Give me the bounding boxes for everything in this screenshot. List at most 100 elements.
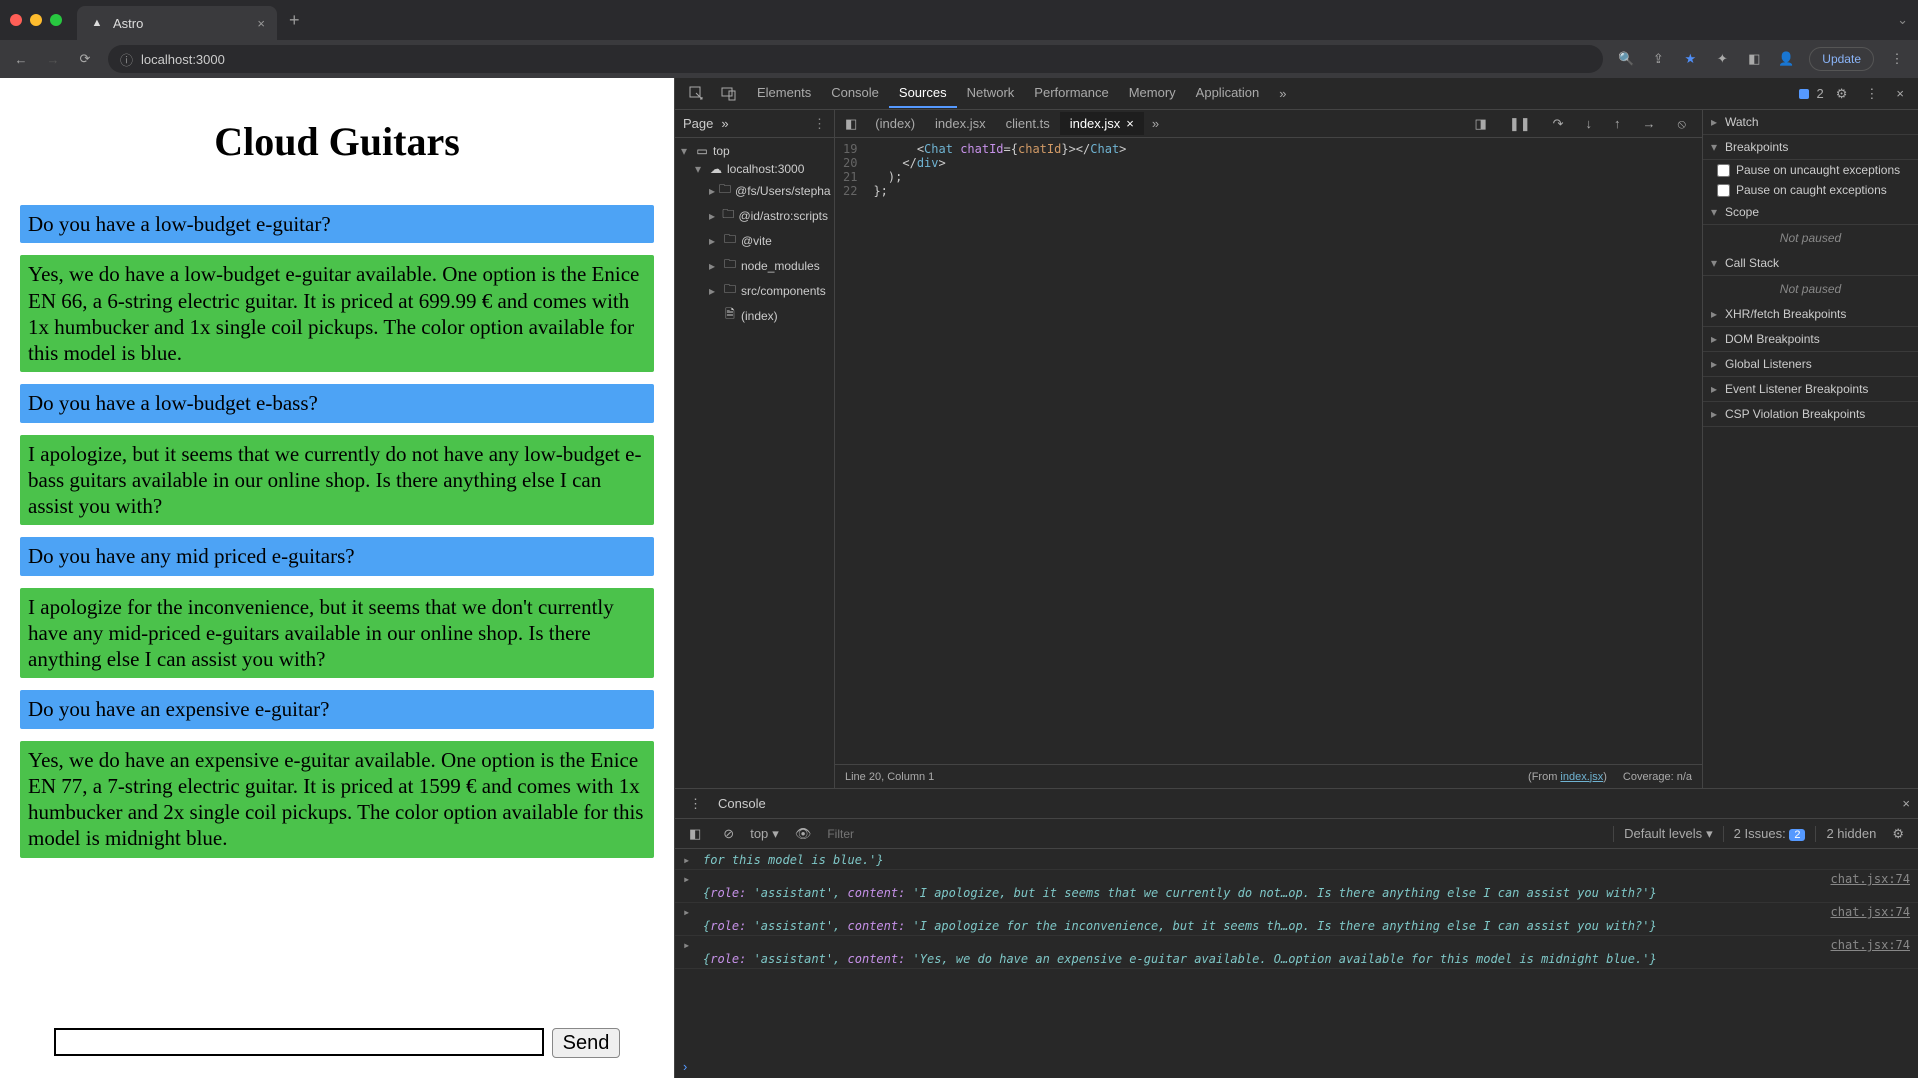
event-listener-breakpoints-pane[interactable]: ▸Event Listener Breakpoints	[1703, 377, 1918, 402]
console-menu-icon[interactable]: ⋮	[683, 792, 708, 816]
more-tabs-icon[interactable]: »	[1273, 82, 1292, 105]
context-selector[interactable]: top▾	[750, 826, 779, 842]
sidepanel-icon[interactable]: ◧	[1745, 51, 1763, 67]
expand-icon[interactable]: ▸	[683, 938, 695, 966]
deactivate-breakpoints-icon[interactable]: ⦸	[1672, 112, 1692, 136]
expand-icon[interactable]: ▸	[683, 905, 695, 933]
devtools-menu-icon[interactable]: ⋮	[1859, 82, 1884, 106]
navigator-menu-icon[interactable]: ⋮	[813, 116, 826, 132]
extensions-icon[interactable]: ✦	[1713, 51, 1731, 67]
tree-host[interactable]: ▾☁localhost:3000	[675, 160, 834, 178]
tree-folder[interactable]: ▸🗀node_modules	[675, 253, 834, 278]
console-filter-input[interactable]	[827, 827, 1603, 841]
editor-more-tabs-icon[interactable]: »	[1146, 112, 1165, 135]
editor-status-bar: Line 20, Column 1 (From index.jsx) Cover…	[835, 764, 1702, 788]
page-tab[interactable]: Page	[683, 116, 713, 131]
maximize-window-button[interactable]	[50, 14, 62, 26]
devtools-tab-console[interactable]: Console	[821, 79, 889, 108]
editor-tab[interactable]: index.jsx	[925, 112, 996, 135]
dom-breakpoints-pane[interactable]: ▸DOM Breakpoints	[1703, 327, 1918, 352]
forward-button[interactable]: →	[44, 52, 62, 67]
editor-tab[interactable]: (index)	[865, 112, 925, 135]
devtools-close-icon[interactable]: ×	[1890, 82, 1910, 105]
console-settings-icon[interactable]: ⚙	[1886, 822, 1910, 846]
pause-uncaught-checkbox[interactable]: Pause on uncaught exceptions	[1703, 160, 1918, 180]
global-listeners-pane[interactable]: ▸Global Listeners	[1703, 352, 1918, 377]
navigator-more-icon[interactable]: »	[721, 116, 728, 131]
send-button[interactable]: Send	[552, 1028, 621, 1058]
editor-tab[interactable]: client.ts	[996, 112, 1060, 135]
code-editor[interactable]: 19202122 <Chat chatId={chatId}></Chat> <…	[835, 138, 1702, 764]
close-file-icon[interactable]: ×	[1126, 116, 1134, 131]
tree-folder[interactable]: ▸🗀src/components	[675, 278, 834, 303]
step-over-icon[interactable]: ↷	[1547, 112, 1570, 136]
devtools-tab-network[interactable]: Network	[957, 79, 1025, 108]
console-source-link[interactable]: chat.jsx:74	[1831, 872, 1910, 886]
toggle-navigator-icon[interactable]: ◧	[839, 112, 863, 136]
site-info-icon[interactable]: ⓘ	[120, 50, 133, 69]
xhr-breakpoints-pane[interactable]: ▸XHR/fetch Breakpoints	[1703, 302, 1918, 327]
console-source-link[interactable]: chat.jsx:74	[1831, 905, 1910, 919]
address-bar[interactable]: ⓘ localhost:3000	[108, 45, 1603, 73]
tree-file[interactable]: 🗎(index)	[675, 303, 834, 328]
device-toggle-icon[interactable]	[715, 82, 743, 106]
console-source-link[interactable]: chat.jsx:74	[1831, 938, 1910, 952]
watch-pane[interactable]: ▸Watch	[1703, 110, 1918, 135]
expand-icon[interactable]: ▸	[683, 853, 695, 867]
navigator-header: Page » ⋮	[675, 110, 834, 138]
source-from: (From index.jsx)	[1528, 771, 1607, 783]
tree-top[interactable]: ▾▭top	[675, 142, 834, 160]
step-out-icon[interactable]: ↑	[1608, 112, 1627, 136]
issues-indicator[interactable]: 2 ⚙ ⋮ ×	[1797, 82, 1910, 106]
reload-button[interactable]: ⟳	[76, 51, 94, 67]
close-window-button[interactable]	[10, 14, 22, 26]
clear-console-icon[interactable]: ⊘	[717, 822, 740, 846]
scope-pane[interactable]: ▾Scope	[1703, 200, 1918, 225]
console-row[interactable]: ▸chat.jsx:74{role: 'assistant', content:…	[675, 903, 1918, 936]
toggle-debugger-icon[interactable]: ◨	[1469, 112, 1493, 136]
step-into-icon[interactable]: ↓	[1580, 112, 1599, 136]
devtools-tab-performance[interactable]: Performance	[1024, 79, 1118, 108]
prompt-caret-icon: ›	[683, 1059, 687, 1074]
expand-icon[interactable]: ▸	[683, 872, 695, 900]
profile-icon[interactable]: 👤	[1777, 51, 1795, 67]
pause-icon[interactable]: ❚❚	[1503, 112, 1537, 136]
live-expression-icon[interactable]: 👁	[789, 822, 818, 846]
back-button[interactable]: ←	[12, 52, 30, 67]
console-close-icon[interactable]: ×	[1902, 796, 1910, 811]
devtools-tab-application[interactable]: Application	[1186, 79, 1270, 108]
breakpoints-pane[interactable]: ▾Breakpoints	[1703, 135, 1918, 160]
chat-input[interactable]	[54, 1028, 544, 1056]
devtools-tab-sources[interactable]: Sources	[889, 79, 957, 108]
settings-icon[interactable]: ⚙	[1830, 82, 1854, 106]
pause-caught-checkbox[interactable]: Pause on caught exceptions	[1703, 180, 1918, 200]
step-icon[interactable]: →	[1637, 112, 1662, 136]
tree-folder[interactable]: ▸🗀@vite	[675, 228, 834, 253]
callstack-pane[interactable]: ▾Call Stack	[1703, 251, 1918, 276]
console-row[interactable]: ▸for this model is blue.'}	[675, 851, 1918, 870]
tab-overflow-icon[interactable]: ⌄	[1897, 12, 1908, 28]
share-icon[interactable]: ⇪	[1649, 51, 1667, 67]
console-row[interactable]: ▸chat.jsx:74{role: 'assistant', content:…	[675, 936, 1918, 969]
hidden-count[interactable]: 2 hidden	[1826, 826, 1876, 841]
console-prompt[interactable]: ›	[675, 1055, 1918, 1078]
search-icon[interactable]: 🔍	[1617, 51, 1635, 67]
console-sidebar-icon[interactable]: ◧	[683, 822, 707, 846]
devtools-tab-memory[interactable]: Memory	[1119, 79, 1186, 108]
inspect-icon[interactable]	[683, 82, 711, 106]
editor-tab[interactable]: index.jsx ×	[1060, 112, 1144, 135]
update-button[interactable]: Update	[1809, 47, 1874, 71]
csp-breakpoints-pane[interactable]: ▸CSP Violation Breakpoints	[1703, 402, 1918, 427]
new-tab-button[interactable]: +	[289, 10, 300, 31]
close-tab-icon[interactable]: ×	[257, 16, 265, 31]
minimize-window-button[interactable]	[30, 14, 42, 26]
menu-icon[interactable]: ⋮	[1888, 51, 1906, 67]
tree-folder[interactable]: ▸🗀@fs/Users/stepha	[675, 178, 834, 203]
log-levels-selector[interactable]: Default levels▾	[1624, 826, 1713, 842]
issues-count[interactable]: 2 Issues: 2	[1734, 826, 1806, 841]
bookmark-icon[interactable]: ★	[1681, 51, 1699, 67]
devtools-tab-elements[interactable]: Elements	[747, 79, 821, 108]
tree-folder[interactable]: ▸🗀@id/astro:scripts	[675, 203, 834, 228]
browser-tab[interactable]: ▲ Astro ×	[77, 6, 277, 40]
console-row[interactable]: ▸chat.jsx:74{role: 'assistant', content:…	[675, 870, 1918, 903]
